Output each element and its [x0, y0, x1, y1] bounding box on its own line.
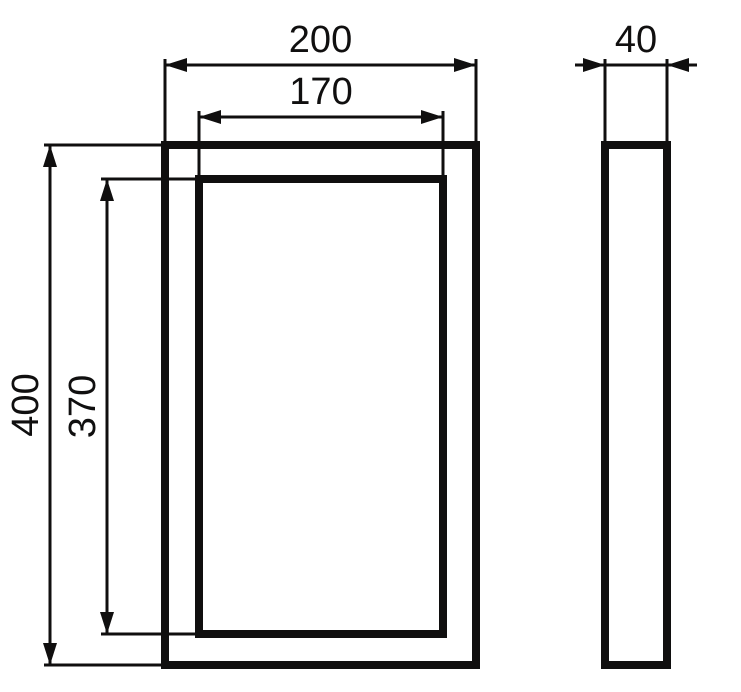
dimension-outer-width-label: 200 [289, 19, 352, 61]
side-rect [605, 145, 667, 665]
dimension-depth-label: 40 [615, 19, 657, 61]
technical-drawing: 200 170 40 400 370 [0, 0, 741, 692]
dimension-inner-width-label: 170 [289, 71, 352, 113]
front-inner-rect [199, 179, 443, 634]
dimension-outer-height-label: 400 [5, 373, 47, 436]
dimension-inner-height-label: 370 [62, 375, 104, 438]
